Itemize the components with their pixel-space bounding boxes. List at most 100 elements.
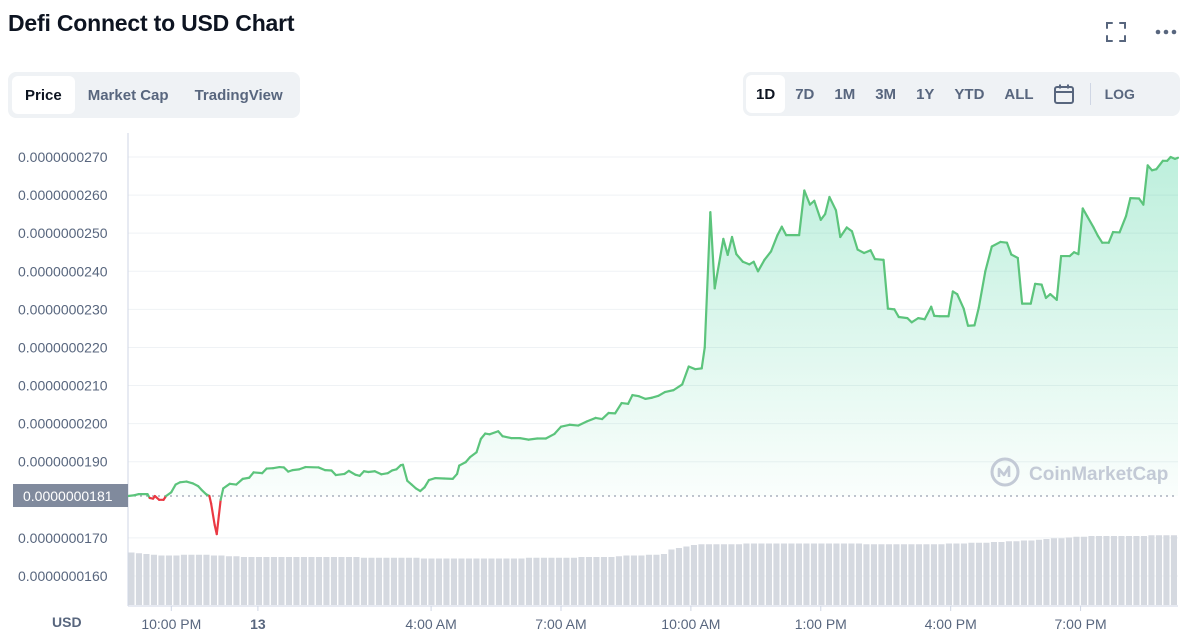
log-scale-toggle[interactable]: LOG — [1104, 86, 1135, 102]
volume-bar — [458, 558, 465, 605]
price-line-segment — [334, 472, 346, 477]
volume-bar — [495, 558, 502, 605]
price-line-segment — [317, 466, 327, 472]
price-line-segment — [235, 477, 244, 486]
range-1m[interactable]: 1M — [834, 85, 856, 103]
volume-bar — [750, 543, 757, 605]
volume-bar — [255, 557, 262, 605]
volume-bar — [773, 543, 780, 605]
price-line-segment — [930, 305, 936, 317]
volume-bar — [225, 556, 232, 605]
volume-bar — [945, 543, 952, 605]
volume-bar — [1155, 535, 1162, 605]
x-tick-label: 4:00 AM — [405, 616, 456, 632]
range-7d[interactable]: 7D — [795, 85, 815, 103]
price-line-segment — [1096, 234, 1104, 244]
tab-tradingview[interactable]: TradingView — [194, 86, 283, 104]
volume-bar — [1148, 535, 1155, 605]
volume-bar — [1028, 540, 1035, 605]
price-line-segment — [819, 213, 827, 221]
range-3m[interactable]: 3M — [875, 85, 897, 103]
x-tick-label: 10:00 PM — [141, 616, 201, 632]
price-line-segment — [1055, 254, 1063, 301]
volume-bar — [233, 556, 240, 605]
price-line-segment — [423, 478, 431, 489]
price-line-segment — [681, 365, 690, 386]
price-line-segment — [722, 237, 729, 256]
price-line-segment — [798, 189, 806, 237]
volume-bar — [728, 544, 735, 605]
y-tick-label: 0.0000000190 — [18, 454, 108, 470]
volume-bar — [443, 558, 450, 605]
volume-bar — [675, 548, 682, 605]
y-unit-label: USD — [52, 614, 82, 630]
volume-bar — [285, 557, 292, 605]
volume-bar — [473, 558, 480, 605]
watermark-text: CoinMarketCap — [1029, 464, 1168, 485]
price-line-segment — [977, 270, 987, 309]
more-icon[interactable] — [1154, 20, 1178, 44]
price-line-segment — [882, 258, 890, 310]
price-line-segment — [984, 245, 993, 273]
price-line-segment — [585, 416, 597, 423]
volume-bar — [1118, 536, 1125, 605]
volume-bar — [480, 558, 487, 605]
volume-bar — [690, 545, 697, 605]
volume-bar — [270, 557, 277, 605]
range-all[interactable]: ALL — [1004, 85, 1034, 103]
volume-bar — [1110, 536, 1117, 605]
price-line-segment — [769, 233, 779, 253]
volume-bar — [435, 558, 442, 605]
price-line-segment — [1005, 241, 1013, 256]
volume-bar — [1050, 538, 1057, 605]
header-actions — [1104, 20, 1178, 44]
volume-bar — [968, 542, 975, 605]
price-line-segment — [297, 465, 307, 471]
price-line-segment — [893, 308, 900, 319]
range-1d[interactable]: 1D — [746, 75, 786, 113]
volume-bar — [915, 544, 922, 605]
price-line-segment — [208, 494, 213, 505]
volume-bar — [1095, 536, 1102, 605]
volume-bar — [1080, 536, 1087, 605]
price-line-segment — [614, 401, 623, 415]
volume-bar — [600, 557, 607, 605]
fullscreen-icon[interactable] — [1104, 20, 1128, 44]
calendar-icon[interactable] — [1044, 75, 1084, 113]
range-1y[interactable]: 1Y — [916, 85, 935, 103]
price-line-segment — [479, 432, 487, 440]
volume-bar — [338, 557, 345, 605]
price-line-segment — [1107, 230, 1115, 244]
price-line-segment — [741, 260, 751, 266]
volume-bar — [1065, 537, 1072, 605]
volume-bar — [893, 544, 900, 605]
price-line-segment — [850, 230, 859, 251]
range-ytd[interactable]: YTD — [954, 85, 985, 103]
volume-bar — [405, 557, 412, 605]
divider — [1089, 83, 1091, 105]
price-line-segment — [468, 451, 478, 459]
volume-bar — [735, 544, 742, 605]
volume-bar — [720, 544, 727, 605]
volume-bar — [833, 543, 840, 605]
volume-bar — [300, 557, 307, 605]
y-tick-label: 0.0000000260 — [18, 187, 108, 203]
current-price-badge — [13, 484, 128, 508]
volume-bar — [203, 554, 210, 605]
volume-bar — [195, 554, 202, 605]
volume-bar — [923, 544, 930, 605]
price-line-segment — [219, 487, 225, 501]
price-line-segment — [756, 258, 766, 273]
y-tick-label: 0.0000000170 — [18, 530, 108, 546]
volume-bar — [180, 554, 187, 605]
price-line-segment — [559, 423, 571, 428]
volume-bar — [593, 557, 600, 605]
price-line-segment — [1010, 253, 1019, 260]
volume-bar — [818, 543, 825, 605]
tab-price[interactable]: Price — [12, 76, 75, 114]
volume-bar — [660, 554, 667, 605]
volume-bar — [1088, 536, 1095, 605]
tab-market-cap[interactable]: Market Cap — [87, 86, 169, 104]
volume-bar — [390, 557, 397, 605]
price-line-segment — [923, 305, 933, 321]
